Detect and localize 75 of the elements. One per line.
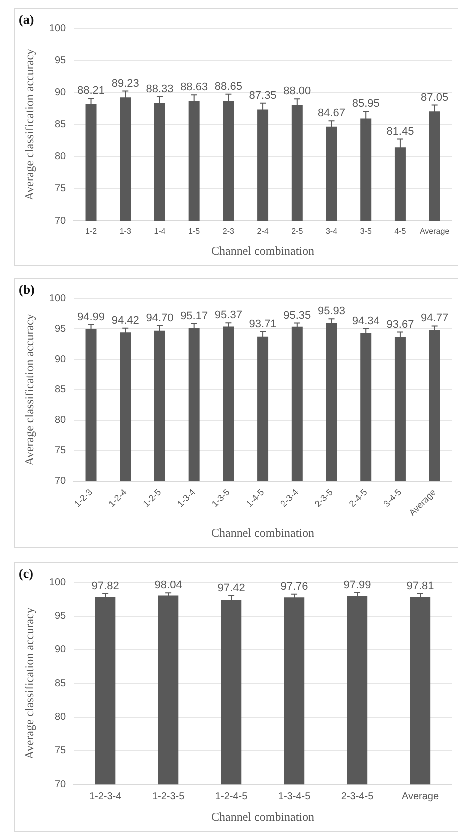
data-label: 97.82	[92, 580, 120, 592]
x-tick-label: 1-3	[120, 227, 132, 236]
data-label: 94.42	[112, 314, 140, 327]
data-label: 95.35	[284, 310, 312, 322]
x-tick-label: 1-2-3-5	[152, 791, 186, 802]
data-label: 97.42	[218, 582, 246, 594]
x-tick-label: 1-2-3-4	[89, 791, 122, 802]
x-tick-label: 2-5	[292, 227, 304, 236]
y-tick-label: 75	[54, 446, 67, 457]
y-tick-label: 95	[54, 55, 67, 66]
data-label: 87.35	[249, 90, 277, 102]
x-tick-label: 3-4	[326, 227, 338, 236]
data-label: 97.99	[344, 579, 372, 592]
x-tick-label: 2-4	[257, 227, 270, 236]
y-tick-label: 80	[54, 152, 67, 163]
data-label: 95.93	[318, 306, 346, 318]
y-axis-title: Average classification accuracy	[22, 314, 36, 466]
x-tick-label: 1-5	[188, 227, 201, 236]
data-label: 88.65	[214, 80, 242, 93]
data-label: 87.05	[421, 92, 449, 104]
y-tick-label: 75	[54, 746, 67, 757]
y-tick-label: 85	[54, 678, 67, 690]
data-label: 84.67	[318, 108, 346, 120]
x-tick-label: 1-4	[154, 227, 166, 236]
data-label: 94.99	[77, 311, 106, 324]
chart-title: (b)	[19, 282, 35, 298]
x-tick-label: 1-2	[85, 227, 98, 236]
data-label: 85.95	[352, 98, 380, 110]
y-tick-label: 90	[54, 87, 67, 98]
y-tick-label: 100	[49, 23, 67, 34]
data-label: 94.77	[421, 312, 449, 325]
x-axis-title: Channel combination	[212, 244, 315, 258]
y-tick-label: 90	[54, 644, 67, 656]
data-label: 94.34	[352, 315, 380, 328]
x-tick-label: 2-3-4-5	[341, 791, 374, 802]
x-axis-title: Channel combination	[212, 810, 315, 824]
data-label: 97.76	[280, 580, 308, 593]
data-label: 93.67	[386, 318, 414, 331]
chart-title: (a)	[19, 12, 34, 28]
data-label: 98.04	[154, 580, 182, 592]
data-label: 81.45	[386, 126, 414, 138]
data-label: 88.33	[146, 84, 174, 96]
data-label: 88.21	[77, 84, 106, 97]
y-tick-label: 70	[54, 216, 67, 227]
data-label: 95.37	[214, 310, 242, 322]
y-tick-label: 75	[54, 184, 67, 195]
y-tick-label: 85	[54, 120, 67, 131]
y-tick-label: 90	[54, 354, 67, 366]
x-tick-label: 2-3	[222, 227, 236, 236]
y-tick-label: 70	[54, 779, 67, 790]
x-tick-label: Average	[420, 227, 450, 236]
y-tick-label: 80	[54, 712, 67, 724]
y-tick-label: 100	[49, 577, 67, 588]
data-label: 88.00	[284, 86, 312, 98]
y-tick-label: 95	[54, 324, 67, 335]
chart-title: (c)	[19, 566, 34, 582]
x-tick-label: 1-2-4-5	[215, 791, 248, 802]
y-tick-label: 70	[54, 476, 67, 488]
x-tick-label: Average	[402, 791, 440, 802]
y-tick-label: 95	[54, 611, 67, 622]
data-label: 88.63	[180, 82, 208, 94]
x-axis-title: Channel combination	[212, 526, 315, 540]
y-tick-label: 100	[49, 293, 67, 304]
data-label: 97.81	[406, 580, 434, 593]
x-tick-label: 1-3-4-5	[278, 791, 312, 802]
data-label: 95.17	[180, 310, 208, 322]
y-tick-label: 80	[54, 415, 67, 426]
data-label: 94.70	[146, 312, 174, 325]
data-label: 93.71	[249, 318, 277, 331]
x-tick-label: 4-5	[394, 227, 407, 236]
y-axis-title: Average classification accuracy	[22, 608, 36, 760]
data-label: 89.23	[112, 78, 140, 90]
x-tick-label: 3-5	[360, 227, 372, 236]
y-tick-label: 85	[54, 384, 67, 396]
y-axis-title: Average classification accuracy	[22, 48, 36, 201]
